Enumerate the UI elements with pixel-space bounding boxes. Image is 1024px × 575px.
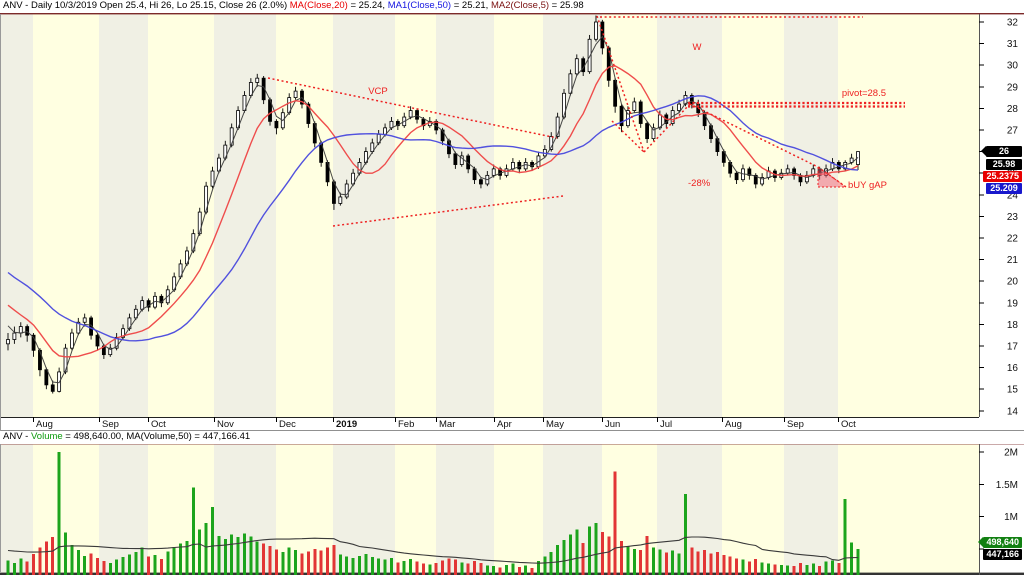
annotation-text: -28% bbox=[688, 178, 711, 189]
tag-value: 25.98 bbox=[992, 159, 1016, 169]
axis-value-tag: 25.98 bbox=[986, 159, 1022, 170]
dotted-trendline bbox=[332, 195, 564, 227]
volume-pane-title-bar: ANV - Volume = 498,640.00, MA(Volume,50)… bbox=[0, 431, 1024, 444]
axis-value-tag: 498,640 bbox=[978, 537, 1022, 548]
price-tick-label: 28 bbox=[1007, 104, 1019, 115]
volume-title-segment: ANV - bbox=[3, 431, 31, 442]
annotation-text: pivot=28.5 bbox=[842, 88, 886, 99]
buy-gap-triangle bbox=[817, 166, 848, 188]
price-tick-label: 20 bbox=[1007, 277, 1019, 288]
month-label: Jun bbox=[605, 419, 620, 430]
price-tick-label: 19 bbox=[1007, 298, 1019, 309]
price-pane-title-bar: ANV - Daily 10/3/2019 Open 25.4, Hi 26, … bbox=[0, 0, 1024, 13]
tag-arrow-icon bbox=[978, 146, 986, 156]
dotted-trendline bbox=[611, 120, 645, 153]
price-tick-label: 32 bbox=[1007, 18, 1019, 29]
month-label: Mar bbox=[439, 419, 455, 430]
volume-tick-label: 1.5M bbox=[996, 480, 1018, 491]
tag-value: 26 bbox=[998, 146, 1009, 156]
month-label: 2019 bbox=[336, 419, 357, 430]
price-tick-label: 23 bbox=[1007, 212, 1019, 223]
price-tick-label: 27 bbox=[1007, 126, 1019, 137]
month-label: Oct bbox=[151, 419, 166, 430]
tag-value: 447,166 bbox=[986, 549, 1019, 559]
tag-value: 498,640 bbox=[986, 537, 1019, 547]
dotted-trendline bbox=[643, 103, 691, 153]
price-tick-label: 29 bbox=[1007, 82, 1019, 93]
annotation-text: VCP bbox=[368, 86, 388, 97]
month-label: May bbox=[546, 419, 564, 430]
axis-value-tag: 25.2375 bbox=[983, 171, 1022, 182]
price-tick-label: 14 bbox=[1007, 406, 1019, 417]
tag-arrow-icon bbox=[975, 537, 984, 547]
volume-title-segment: Volume bbox=[30, 431, 63, 442]
month-label: Jul bbox=[660, 419, 672, 430]
month-label: Nov bbox=[217, 419, 234, 430]
ma-line bbox=[7, 35, 859, 384]
volume-title-segment: = 498,640.00, MA(Volume,50) = 447,166.41 bbox=[62, 431, 251, 442]
volume-tick-label: 2M bbox=[1004, 448, 1018, 459]
ma-line bbox=[7, 65, 859, 358]
dotted-trendline bbox=[689, 103, 819, 168]
dotted-trendline bbox=[267, 77, 558, 139]
title-segment: = 25.21, bbox=[451, 0, 491, 11]
title-segment: = 25.24, bbox=[347, 0, 388, 11]
price-tick-label: 18 bbox=[1007, 320, 1019, 331]
annotation-text: W bbox=[693, 42, 702, 53]
title-segment: ANV - Daily 10/3/2019 Open 25.4, Hi 26, … bbox=[3, 0, 290, 11]
ma-line bbox=[7, 95, 859, 342]
title-segment: = 25.98 bbox=[549, 0, 584, 11]
dotted-trendline bbox=[596, 15, 645, 153]
month-label: Dec bbox=[279, 419, 296, 430]
price-tick-label: 16 bbox=[1007, 363, 1019, 374]
month-label: Sep bbox=[787, 419, 804, 430]
title-segment: MA(Close,20) bbox=[289, 0, 348, 11]
month-label: Aug bbox=[725, 419, 742, 430]
axis-value-tag: 26 bbox=[981, 146, 1022, 157]
price-tick-label: 31 bbox=[1007, 39, 1019, 50]
price-tick-label: 17 bbox=[1007, 342, 1019, 353]
title-segment: MA1(Close,50) bbox=[387, 0, 452, 11]
month-label: Sep bbox=[102, 419, 119, 430]
volume-tick-label: 1M bbox=[1004, 512, 1018, 523]
month-bands bbox=[0, 14, 838, 575]
price-tick-label: 22 bbox=[1007, 234, 1019, 245]
month-label: Feb bbox=[398, 419, 414, 430]
tag-value: 25.209 bbox=[990, 183, 1018, 193]
price-tick-label: 30 bbox=[1007, 61, 1019, 72]
volume-bars-layer bbox=[6, 452, 860, 575]
tag-value: 25.2375 bbox=[986, 171, 1019, 181]
month-label: Aug bbox=[36, 419, 53, 430]
title-divider bbox=[0, 12, 1024, 15]
month-label: Apr bbox=[497, 419, 512, 430]
annotation-text: bUY gAP bbox=[848, 180, 887, 191]
axis-value-tag: 25.209 bbox=[986, 183, 1022, 194]
month-label: Oct bbox=[841, 419, 856, 430]
price-tick-label: 21 bbox=[1007, 255, 1019, 266]
price-tick-label: 15 bbox=[1007, 385, 1019, 396]
volume-ma-line bbox=[7, 536, 859, 564]
price-tick-label: 24 bbox=[1007, 190, 1019, 201]
date-axis-strip[interactable] bbox=[0, 417, 979, 431]
axis-value-tag: 447,166 bbox=[983, 549, 1022, 560]
moving-averages-layer bbox=[7, 35, 859, 384]
title-segment: MA2(Close,5) bbox=[490, 0, 550, 11]
